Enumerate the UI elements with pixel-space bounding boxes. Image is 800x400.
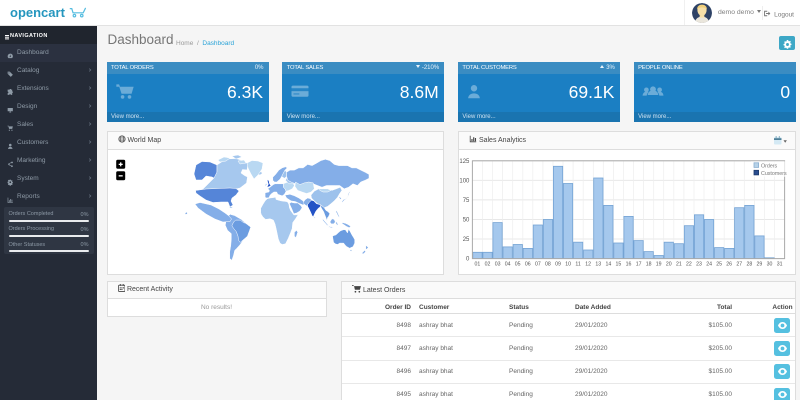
svg-text:100: 100 (459, 178, 470, 184)
svg-text:17: 17 (636, 261, 642, 267)
svg-text:19: 19 (656, 261, 662, 267)
svg-text:16: 16 (626, 261, 632, 267)
svg-text:125: 125 (459, 158, 470, 164)
svg-text:25: 25 (716, 261, 722, 267)
svg-text:22: 22 (686, 261, 692, 267)
svg-text:50: 50 (463, 217, 470, 223)
svg-text:0: 0 (466, 256, 470, 262)
svg-text:30: 30 (767, 261, 773, 267)
svg-text:07: 07 (535, 261, 541, 267)
svg-text:15: 15 (616, 261, 622, 267)
svg-text:06: 06 (525, 261, 531, 267)
svg-text:09: 09 (555, 261, 561, 267)
svg-text:25: 25 (463, 237, 470, 243)
svg-text:10: 10 (565, 261, 571, 267)
svg-text:13: 13 (595, 261, 601, 267)
svg-text:20: 20 (666, 261, 672, 267)
svg-text:27: 27 (736, 261, 742, 267)
svg-text:21: 21 (676, 261, 682, 267)
svg-text:14: 14 (606, 261, 612, 267)
svg-text:02: 02 (485, 261, 491, 267)
svg-text:03: 03 (495, 261, 501, 267)
svg-text:11: 11 (575, 261, 580, 267)
svg-text:23: 23 (696, 261, 702, 267)
svg-text:04: 04 (505, 261, 511, 267)
svg-text:Customers: Customers (761, 170, 787, 176)
svg-text:31: 31 (777, 261, 783, 267)
svg-text:75: 75 (463, 197, 470, 203)
svg-text:18: 18 (646, 261, 652, 267)
svg-text:05: 05 (515, 261, 521, 267)
svg-text:28: 28 (747, 261, 753, 267)
svg-text:24: 24 (706, 261, 712, 267)
svg-text:29: 29 (757, 261, 763, 267)
svg-text:08: 08 (545, 261, 551, 267)
svg-text:26: 26 (726, 261, 732, 267)
svg-text:Orders: Orders (761, 163, 778, 169)
svg-text:12: 12 (585, 261, 591, 267)
svg-text:01: 01 (475, 261, 481, 267)
